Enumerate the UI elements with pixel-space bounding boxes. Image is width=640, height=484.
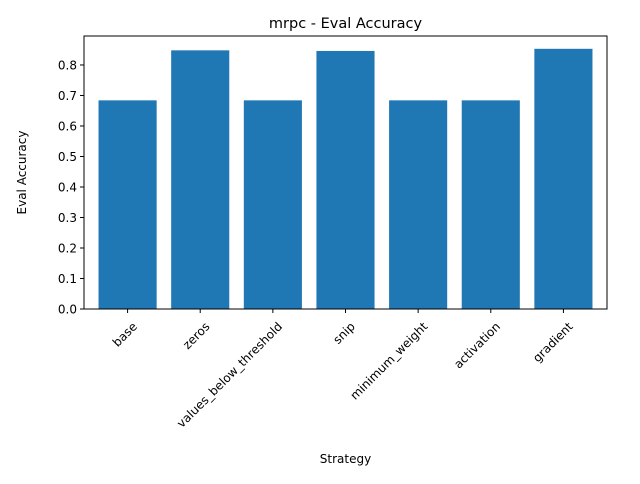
bar-values-below-threshold [243, 100, 302, 309]
x-axis-label: Strategy [320, 452, 371, 466]
y-tick-label: 0.1 [58, 272, 77, 286]
y-tick-label: 0.6 [58, 119, 77, 133]
bar-gradient [534, 48, 593, 310]
bar-base [98, 100, 157, 309]
y-axis-label: Eval Accuracy [15, 131, 29, 215]
plot-frame [83, 35, 608, 310]
y-tick-label: 0.2 [58, 241, 77, 255]
y-tick-label: 0.3 [58, 211, 77, 225]
y-tick-label: 0.8 [58, 58, 77, 72]
plot-area [98, 48, 593, 310]
bar-activation [461, 100, 520, 309]
y-tick-label: 0.5 [58, 150, 77, 164]
y-tick-label: 0.7 [58, 89, 77, 103]
bar-snip [316, 50, 375, 309]
bar-minimum-weight [389, 100, 448, 309]
y-tick-label: 0.4 [58, 180, 77, 194]
y-tick-label: 0.0 [58, 303, 77, 317]
y-axis: 0.0 0.1 0.2 0.3 0.4 0.5 0.6 0.7 0.8 [58, 58, 84, 317]
chart-title: mrpc - Eval Accuracy [269, 16, 423, 32]
bar-zeros [171, 50, 230, 310]
